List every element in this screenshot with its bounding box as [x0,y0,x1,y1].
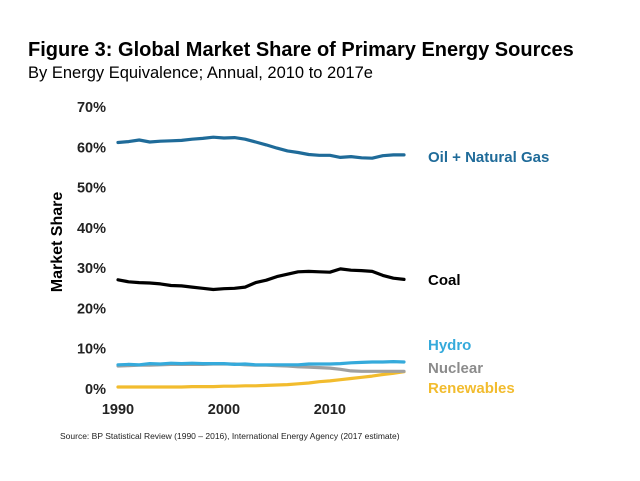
x-tick-label: 2010 [314,402,346,418]
series-label-hydro: Hydro [428,337,471,354]
series-label-oil-natural-gas: Oil + Natural Gas [428,149,549,166]
x-tick-label: 1990 [102,402,134,418]
y-axis-label: Market Share [49,192,66,293]
y-axis: 0% 10% 20% 30% 40% 50% 60% 70% [77,100,106,398]
x-tick-label: 2000 [208,402,240,418]
series-line-oil-natural-gas [116,135,406,160]
y-tick-label: 40% [77,221,106,237]
x-axis: 1990 2000 2010 [102,402,346,418]
series-label-coal: Coal [428,272,461,289]
chart-title: Figure 3: Global Market Share of Primary… [28,39,574,61]
y-tick-label: 20% [77,301,106,317]
chart-subtitle: By Energy Equivalence; Annual, 2010 to 2… [28,64,373,82]
y-tick-label: 0% [85,382,106,398]
y-tick-label: 10% [77,342,106,358]
series-line-hydro [116,360,406,367]
series-line-coal [116,267,406,292]
series-line-renewables [116,370,406,389]
series-labels: Oil + Natural Gas Coal Hydro Nuclear Renewab… [428,149,549,397]
y-tick-label: 70% [77,100,106,116]
source-note: Source: BP Statistical Review (1990 – 20… [60,431,400,441]
series-lines [116,135,406,389]
series-label-renewables: Renewables [428,380,515,397]
y-tick-label: 60% [77,140,106,156]
y-tick-label: 30% [77,261,106,277]
series-label-nuclear: Nuclear [428,360,483,377]
y-tick-label: 50% [77,181,106,197]
